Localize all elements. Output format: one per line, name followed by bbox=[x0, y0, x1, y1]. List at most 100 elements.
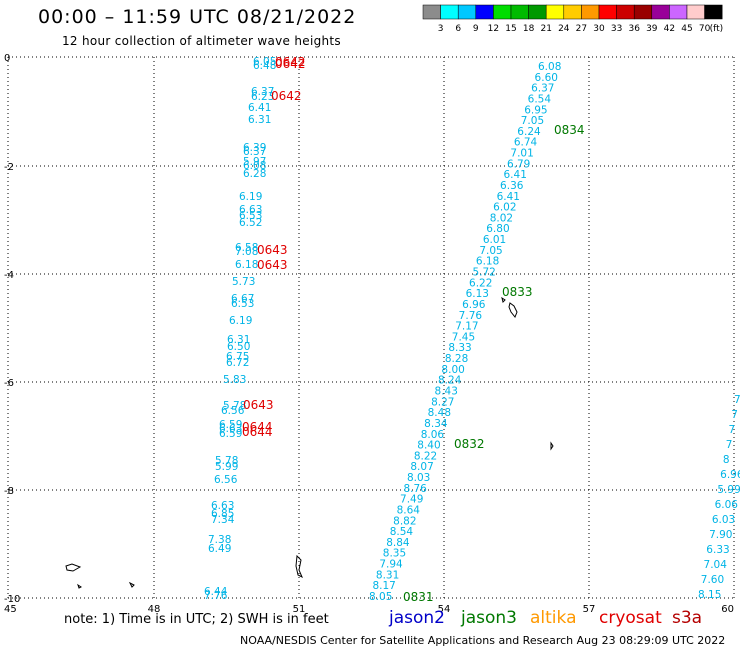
wave-height-value: 7 bbox=[726, 439, 733, 451]
wave-height-value: 6.53 bbox=[239, 210, 262, 222]
satellite-cryosat: cryosat bbox=[599, 608, 662, 628]
wave-height-value: 6.08 bbox=[243, 160, 266, 172]
legend-swatch bbox=[563, 4, 582, 20]
wave-height-value: 8.28 bbox=[445, 353, 468, 365]
legend-label: 15 bbox=[505, 24, 516, 34]
wave-height-value: 6.33 bbox=[706, 544, 729, 556]
wave-height-value: 5.97 bbox=[243, 156, 266, 168]
wave-height-value: 5.99 bbox=[717, 484, 740, 496]
lat-tick-label: -4 bbox=[4, 270, 14, 281]
wave-height-value: 6.39 bbox=[243, 142, 266, 154]
wave-height-value: 8.05 bbox=[369, 591, 392, 603]
wave-height-value: 7.90 bbox=[709, 529, 732, 541]
legend-swatch bbox=[457, 4, 477, 20]
wave-height-value: 7.34 bbox=[211, 514, 235, 526]
wave-height-value: 6.41 bbox=[497, 191, 520, 203]
legend-swatch bbox=[686, 4, 705, 20]
island-outline bbox=[77, 583, 82, 589]
pass-time-cryosat: 0644 bbox=[242, 420, 273, 434]
wave-height-value: 6.03 bbox=[712, 514, 735, 526]
wave-height-value: 6.54 bbox=[528, 93, 552, 105]
pass-time-jason3: 0832 bbox=[454, 437, 485, 451]
wave-height-value: 8.00 bbox=[441, 364, 464, 376]
wave-height-value: 6.18 bbox=[235, 259, 258, 271]
wave-height-value: 6.08 bbox=[538, 61, 561, 73]
wave-height-value: 6.31 bbox=[227, 334, 250, 346]
wave-height-value: 7.76 bbox=[204, 590, 228, 602]
wave-height-value: 6.22 bbox=[469, 277, 492, 289]
wave-height-value: 7 bbox=[728, 424, 735, 436]
wave-height-value: 5.83 bbox=[223, 374, 246, 386]
wave-height-value: 8.22 bbox=[414, 450, 437, 462]
wave-height-value: 8.03 bbox=[407, 472, 430, 484]
pass-time-jason3: 0833 bbox=[502, 285, 533, 299]
wave-height-value: 8.24 bbox=[438, 375, 462, 387]
wave-height-value: 8.31 bbox=[376, 569, 399, 581]
wave-height-value: 8.02 bbox=[490, 212, 513, 224]
wave-height-value: 6.44 bbox=[204, 586, 228, 598]
wave-height-value: 7 bbox=[734, 394, 740, 406]
lat-tick-label: 0 bbox=[4, 53, 10, 64]
wave-height-value: 5.72 bbox=[472, 267, 495, 279]
wave-height-value: 7.17 bbox=[455, 321, 478, 333]
wave-height-value: 6.63 bbox=[211, 500, 234, 512]
lon-tick-label: 48 bbox=[148, 604, 161, 615]
wave-height-value: 8.34 bbox=[424, 418, 448, 430]
legend-swatch bbox=[422, 4, 441, 20]
pass-time-cryosat: 0643 bbox=[243, 398, 274, 412]
wave-height-value: 8.17 bbox=[372, 580, 395, 592]
wave-height-value: 6.63 bbox=[239, 204, 262, 216]
legend-swatch bbox=[598, 4, 617, 20]
wave-height-value: 8.27 bbox=[431, 396, 454, 408]
wave-height-value: 8.54 bbox=[390, 526, 414, 538]
island-outline bbox=[501, 296, 506, 303]
lon-tick-label: 54 bbox=[438, 604, 451, 615]
wave-height-value: 8.82 bbox=[393, 515, 416, 527]
wave-height-value: 6.24 bbox=[517, 126, 541, 138]
legend-label: 18 bbox=[523, 24, 535, 34]
lat-tick-label: -2 bbox=[4, 162, 14, 173]
wave-height-value: 6.48 bbox=[253, 60, 276, 72]
wave-height-value: 6.13 bbox=[466, 288, 489, 300]
legend-label: 27 bbox=[576, 24, 587, 34]
wave-height-value: 6.31 bbox=[248, 114, 271, 126]
wave-height-value: 8.64 bbox=[397, 504, 421, 516]
pass-time-cryosat: 0643 bbox=[257, 243, 288, 257]
wave-height-value: 6.74 bbox=[514, 137, 538, 149]
wave-height-value: 7.45 bbox=[452, 331, 475, 343]
lat-tick-label: -6 bbox=[4, 378, 14, 389]
lat-tick-label: -8 bbox=[4, 486, 14, 497]
wave-height-value: 6.18 bbox=[476, 256, 499, 268]
wave-height-value: 6.36 bbox=[500, 180, 524, 192]
wave-height-value: 6.59 bbox=[219, 428, 242, 440]
wave-height-value: 8.43 bbox=[435, 385, 458, 397]
wave-height-value: 7.01 bbox=[510, 148, 533, 160]
satellite-s3a: s3a bbox=[672, 608, 703, 628]
wave-height-value: 8.40 bbox=[417, 440, 440, 452]
legend-swatch bbox=[581, 4, 600, 20]
wave-height-value: 6.37 bbox=[531, 83, 554, 95]
wave-height-value: 6.05 bbox=[253, 56, 276, 68]
wave-height-value: 6.01 bbox=[483, 234, 506, 246]
legend-swatch bbox=[669, 4, 688, 20]
wave-height-value: 6.23 bbox=[251, 91, 274, 103]
wave-height-value: 5.78 bbox=[215, 455, 238, 467]
wave-height-value: 6.37 bbox=[243, 146, 266, 158]
wave-height-value: 8.06 bbox=[421, 429, 445, 441]
wave-height-value: 8.76 bbox=[403, 483, 427, 495]
legend-label: 33 bbox=[611, 24, 622, 34]
wave-height-tracks: 6.056.486.376.236.416.316.396.375.976.08… bbox=[204, 56, 740, 603]
wave-height-value: 6.80 bbox=[486, 223, 509, 235]
wave-height-value: 8.33 bbox=[448, 342, 471, 354]
wave-height-value: 6.63 bbox=[219, 423, 242, 435]
lat-tick-label: -10 bbox=[4, 594, 20, 605]
wave-height-value: 7.05 bbox=[479, 245, 502, 257]
wave-height-value: 7.76 bbox=[459, 310, 483, 322]
credit-line: NOAA/NESDIS Center for Satellite Applica… bbox=[240, 634, 726, 647]
wave-height-value: 7.04 bbox=[704, 559, 728, 571]
wave-height-value: 6.72 bbox=[226, 357, 249, 369]
wave-height-value: 6.56 bbox=[221, 405, 245, 417]
wave-height-value: 6.96 bbox=[720, 469, 740, 481]
satellite-jason3: jason3 bbox=[461, 608, 517, 628]
